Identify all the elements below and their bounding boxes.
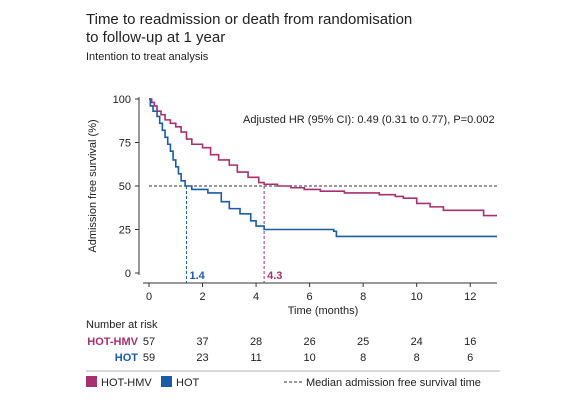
- legend-label: HOT-HMV: [101, 377, 152, 389]
- risk-table-value: 37: [196, 336, 208, 348]
- risk-row-label: HOT-HMV: [87, 336, 138, 348]
- risk-table-value: 24: [411, 336, 423, 348]
- risk-table-value: 11: [250, 352, 261, 364]
- chart-title-line-1: Time to readmission or death from random…: [86, 11, 413, 28]
- legend-reference-label: Median admission free survival time: [306, 377, 481, 389]
- legend-swatch: [161, 376, 172, 387]
- x-tick-label: 6: [307, 291, 313, 303]
- risk-table-value: 23: [196, 352, 208, 364]
- hazard-ratio-annotation: Adjusted HR (95% CI): 0.49 (0.31 to 0.77…: [243, 114, 495, 126]
- x-tick-label: 8: [360, 291, 366, 303]
- legend-label: HOT: [176, 377, 200, 389]
- series-line-hot: [149, 98, 497, 238]
- chart-title-line-2: to follow-up at 1 year: [86, 29, 226, 46]
- risk-table-value: 25: [357, 336, 369, 348]
- x-tick-label: 4: [253, 291, 259, 303]
- y-tick-label: 25: [119, 225, 131, 237]
- x-tick-label: 10: [411, 291, 423, 303]
- risk-table-value: 6: [467, 352, 473, 364]
- y-tick-label: 75: [119, 138, 131, 150]
- risk-table-value: 8: [414, 352, 420, 364]
- risk-table-value: 59: [143, 352, 155, 364]
- y-tick-label: 100: [113, 94, 131, 106]
- x-tick-label: 2: [199, 291, 205, 303]
- x-tick-label: 0: [146, 291, 152, 303]
- legend-swatch: [86, 376, 97, 387]
- median-label-hot-hmv: 4.3: [267, 270, 282, 282]
- risk-table-value: 57: [143, 336, 155, 348]
- y-tick-label: 0: [125, 268, 131, 280]
- risk-table-value: 26: [303, 336, 315, 348]
- y-axis-label: Admission free survival (%): [87, 119, 99, 252]
- risk-table-value: 10: [303, 352, 315, 364]
- risk-table-value: 28: [250, 336, 262, 348]
- y-tick-label: 50: [119, 181, 131, 193]
- x-axis-label: Time (months): [288, 305, 359, 317]
- risk-table-value: 16: [464, 336, 476, 348]
- risk-table-title: Number at risk: [86, 319, 158, 331]
- risk-table-value: 8: [360, 352, 366, 364]
- risk-row-label: HOT: [115, 352, 139, 364]
- median-label-hot: 1.4: [189, 270, 205, 282]
- x-tick-label: 12: [464, 291, 476, 303]
- chart-subtitle: Intention to treat analysis: [86, 51, 209, 63]
- series-line-hot-hmv: [149, 98, 497, 217]
